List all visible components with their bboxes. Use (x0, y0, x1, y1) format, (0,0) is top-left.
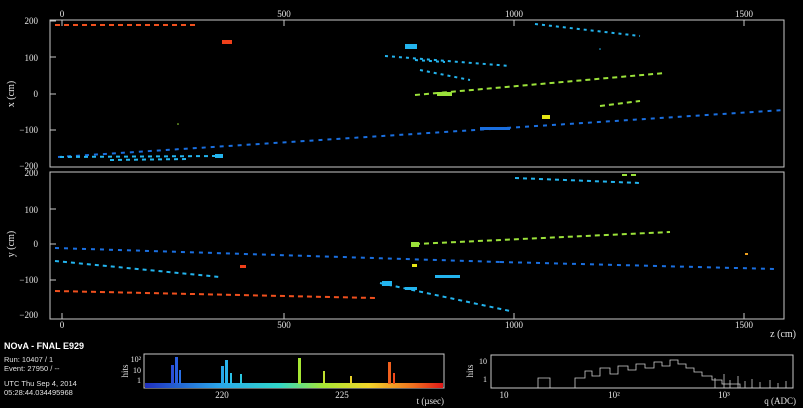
xz-top-tick: 0 (60, 9, 65, 19)
xz-y-tick: 100 (25, 53, 39, 63)
time-hist-xlabel: t (µsec) (417, 396, 444, 406)
yz-xlabel: z (cm) (770, 329, 796, 340)
time-hist-frame (143, 353, 445, 389)
charge-hist-xlabel: q (ADC) (764, 396, 796, 406)
xz-y-tick: 200 (25, 16, 39, 26)
charge-hist-y-tick: 1 (483, 375, 487, 384)
time-hist-bars (171, 357, 395, 384)
utc-time: 05:28:44.034495968 (4, 388, 73, 397)
yz-bottom-tick: 1000 (505, 320, 524, 330)
utc-date: UTC Thu Sep 4, 2014 (4, 379, 77, 388)
xz-y-tick: 0 (34, 89, 39, 99)
time-histogram[interactable]: hits 10² 10 1 220 225 t (µsec) (120, 353, 445, 406)
charge-hist-outline (537, 359, 741, 388)
yz-bottom-tick: 500 (277, 320, 291, 330)
charge-histogram[interactable]: hits 10 1 10 10² 10³ q (ADC) (465, 354, 796, 406)
xz-view-panel[interactable]: x (cm) 0 500 1000 1500 200 100 0 −100 −2… (6, 9, 785, 171)
charge-hist-x-tick: 10 (500, 390, 510, 400)
time-color-scale (145, 383, 443, 388)
xz-top-tick: 1000 (505, 9, 524, 19)
run-number: Run: 10407 / 1 (4, 355, 54, 364)
yz-y-tick: 100 (25, 205, 39, 215)
experiment-title: NOvA - FNAL E929 (4, 341, 85, 351)
yz-bottom-tick: 1500 (735, 320, 754, 330)
event-info-panel: NOvA - FNAL E929 Run: 10407 / 1 Event: 2… (4, 341, 139, 397)
event-number: Event: 27950 / -- (4, 364, 60, 373)
charge-hist-frame (490, 354, 794, 389)
xz-view-frame (49, 19, 785, 168)
xz-tick-marks (50, 20, 745, 131)
yz-y-tick: −100 (19, 275, 38, 285)
charge-hist-y-tick: 10 (479, 357, 487, 366)
charge-hist-ylabel: hits (465, 364, 475, 378)
xz-y-tick: −100 (19, 125, 38, 135)
charge-hist-x-tick: 10² (608, 390, 620, 400)
charge-hist-x-tick: 10³ (718, 390, 730, 400)
yz-y-tick: 0 (34, 239, 39, 249)
xz-top-tick: 500 (277, 9, 291, 19)
charge-hist-tail (714, 374, 787, 388)
yz-hits (54, 174, 776, 312)
time-hist-y-tick: 10² (131, 355, 142, 364)
yz-view-panel[interactable]: y (cm) 0 500 1000 1500 z (cm) 200 100 0 … (6, 168, 796, 340)
time-hist-y-tick: 10 (133, 366, 141, 375)
yz-bottom-tick: 0 (60, 320, 65, 330)
xz-top-tick: 1500 (735, 9, 754, 19)
xz-y-tick: −200 (19, 161, 38, 171)
xz-ylabel: x (cm) (6, 81, 17, 107)
time-hist-ylabel: hits (120, 364, 130, 378)
yz-y-tick: 200 (25, 168, 39, 178)
yz-y-tick: −200 (19, 310, 38, 320)
time-hist-x-tick: 220 (215, 390, 229, 400)
yz-tick-marks (50, 208, 745, 319)
time-hist-y-tick: 1 (137, 376, 141, 385)
time-hist-x-tick: 225 (335, 390, 349, 400)
xz-hits (55, 23, 785, 161)
yz-ylabel: y (cm) (6, 231, 17, 257)
